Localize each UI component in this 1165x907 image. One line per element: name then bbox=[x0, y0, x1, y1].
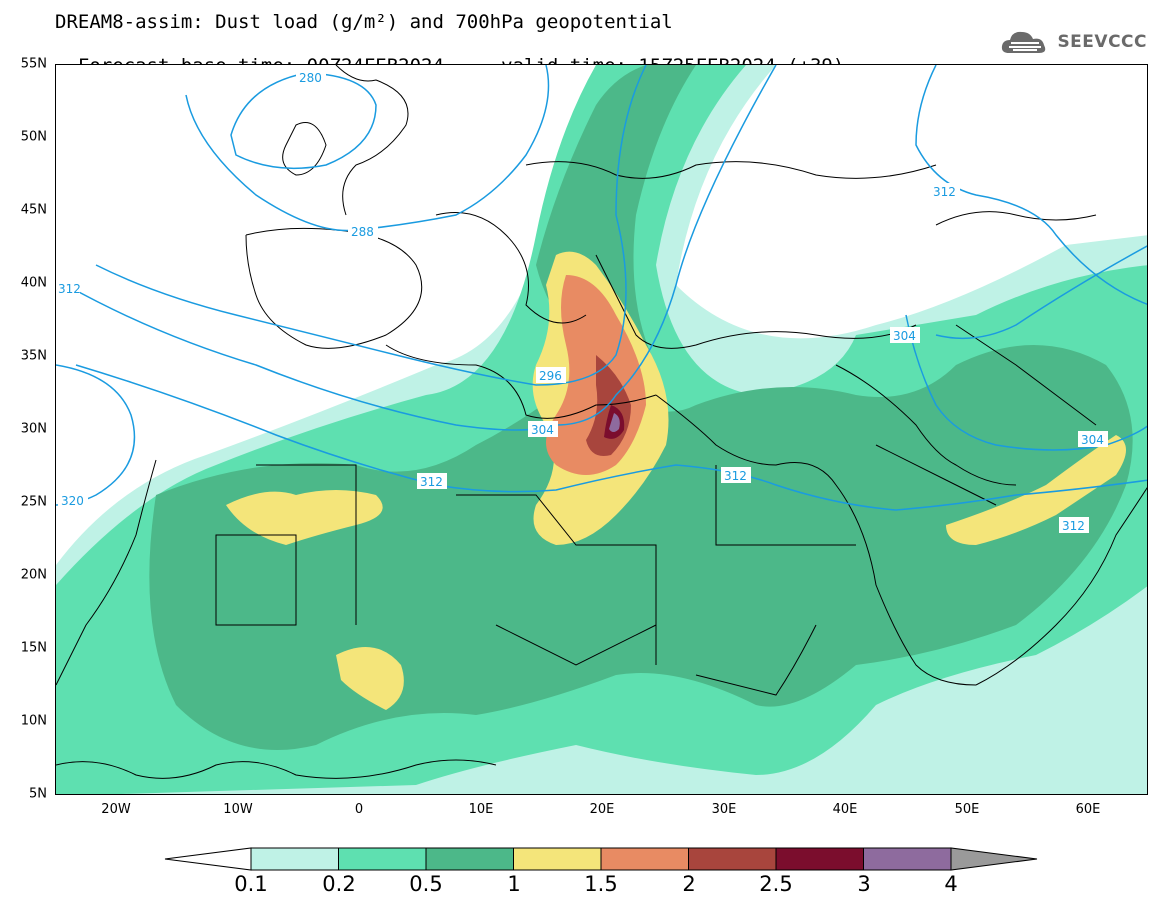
svg-text:320: 320 bbox=[61, 494, 84, 508]
dust-shade-1d bbox=[946, 435, 1126, 545]
contour-label-304: 304 bbox=[528, 421, 558, 437]
contour-label-296: 296 bbox=[536, 367, 566, 383]
colorbar-level: 2.5 bbox=[759, 872, 793, 896]
map-title: DREAM8-assim: Dust load (g/m²) and 700hP… bbox=[55, 11, 673, 33]
contour-label-304-far-east: 304 bbox=[1078, 431, 1108, 447]
colorbar-cell bbox=[513, 847, 602, 871]
lat-label: 5N bbox=[29, 786, 47, 802]
svg-text:312: 312 bbox=[933, 185, 956, 199]
colorbar-cell bbox=[425, 847, 514, 871]
colorbar-level: 2 bbox=[682, 872, 696, 896]
contour-304-east bbox=[905, 314, 1147, 451]
lon-label: 30E bbox=[711, 802, 737, 817]
contour-northeast bbox=[935, 245, 1147, 340]
contour-280 bbox=[230, 72, 377, 170]
lat-label: 20N bbox=[20, 567, 47, 583]
contour-labels: 280 288 296 304 312 320 312 304 312 312 … bbox=[56, 69, 1108, 533]
seevccc-logo: SEEVCCC bbox=[999, 26, 1147, 58]
svg-text:312: 312 bbox=[724, 469, 747, 483]
colorbar-level: 4 bbox=[944, 872, 958, 896]
contour-320 bbox=[56, 364, 136, 506]
svg-text:312: 312 bbox=[1062, 519, 1085, 533]
lat-label: 15N bbox=[20, 640, 47, 656]
contour-312-east bbox=[915, 65, 1147, 305]
lat-label: 25N bbox=[20, 494, 47, 510]
lon-label: 50E bbox=[954, 802, 980, 817]
colorbar-cell bbox=[600, 847, 689, 871]
contour-label-304-east: 304 bbox=[890, 327, 920, 343]
contour-label-320: 320 bbox=[58, 492, 88, 508]
dust-map: 280 288 296 304 312 320 312 304 312 312 … bbox=[56, 65, 1147, 794]
contour-label-312-center: 312 bbox=[721, 467, 751, 483]
lon-label: 20W bbox=[101, 802, 131, 817]
colorbar bbox=[164, 847, 1038, 871]
logo-text: SEEVCCC bbox=[1057, 32, 1147, 52]
svg-text:304: 304 bbox=[893, 329, 916, 343]
svg-text:296: 296 bbox=[539, 369, 562, 383]
contour-312 bbox=[75, 364, 1147, 511]
svg-text:304: 304 bbox=[1081, 433, 1104, 447]
contour-label-312-far-east: 312 bbox=[1059, 517, 1089, 533]
colorbar-level: 3 bbox=[857, 872, 871, 896]
svg-text:280: 280 bbox=[299, 71, 322, 85]
lat-label: 45N bbox=[20, 202, 47, 218]
lat-label: 35N bbox=[20, 348, 47, 364]
svg-text:312: 312 bbox=[420, 475, 443, 489]
contour-288 bbox=[185, 65, 550, 232]
contour-label-312-west: 312 bbox=[417, 473, 447, 489]
contour-label-280: 280 bbox=[296, 69, 326, 85]
colorbar-cell bbox=[775, 847, 864, 871]
contour-296 bbox=[95, 65, 647, 386]
dust-field bbox=[56, 65, 1147, 794]
lon-label: 60E bbox=[1075, 802, 1101, 817]
dust-shade-3 bbox=[609, 413, 620, 432]
dust-shade-0.5a bbox=[149, 345, 1133, 750]
lat-label: 10N bbox=[20, 713, 47, 729]
svg-text:312: 312 bbox=[58, 282, 81, 296]
colorbar-over-arrow bbox=[950, 847, 1038, 871]
colorbar-level: 1 bbox=[507, 872, 521, 896]
colorbar-cell bbox=[250, 847, 339, 871]
colorbar-level: 0.5 bbox=[409, 872, 443, 896]
dust-shade-1b bbox=[226, 490, 383, 545]
geopotential-contours bbox=[56, 65, 1147, 511]
dust-shade-1c bbox=[336, 647, 404, 710]
colorbar-level: 1.5 bbox=[584, 872, 618, 896]
colorbar-cell bbox=[338, 847, 427, 871]
colorbar-under-arrow bbox=[164, 847, 252, 871]
lat-label: 50N bbox=[20, 129, 47, 145]
lon-label: 10E bbox=[468, 802, 494, 817]
lon-label: 40E bbox=[832, 802, 858, 817]
coastlines bbox=[56, 65, 1147, 779]
svg-text:304: 304 bbox=[531, 423, 554, 437]
colorbar-cell bbox=[863, 847, 952, 871]
lon-label: 10W bbox=[223, 802, 253, 817]
colorbar-level: 0.2 bbox=[322, 872, 356, 896]
lon-label: 0 bbox=[354, 802, 364, 817]
colorbar-level: 0.1 bbox=[234, 872, 268, 896]
lat-label: 55N bbox=[20, 56, 47, 72]
lat-label: 30N bbox=[20, 421, 47, 437]
contour-label-312-west-edge: 312 bbox=[56, 280, 81, 296]
colorbar-cell bbox=[688, 847, 777, 871]
lat-label: 40N bbox=[20, 275, 47, 291]
contour-label-288: 288 bbox=[348, 223, 378, 239]
contour-label-312-ne: 312 bbox=[930, 183, 960, 199]
lon-label: 20E bbox=[589, 802, 615, 817]
svg-text:288: 288 bbox=[351, 225, 374, 239]
cloud-logo-icon bbox=[1002, 31, 1046, 53]
map-panel: 280 288 296 304 312 320 312 304 312 312 … bbox=[55, 64, 1148, 795]
